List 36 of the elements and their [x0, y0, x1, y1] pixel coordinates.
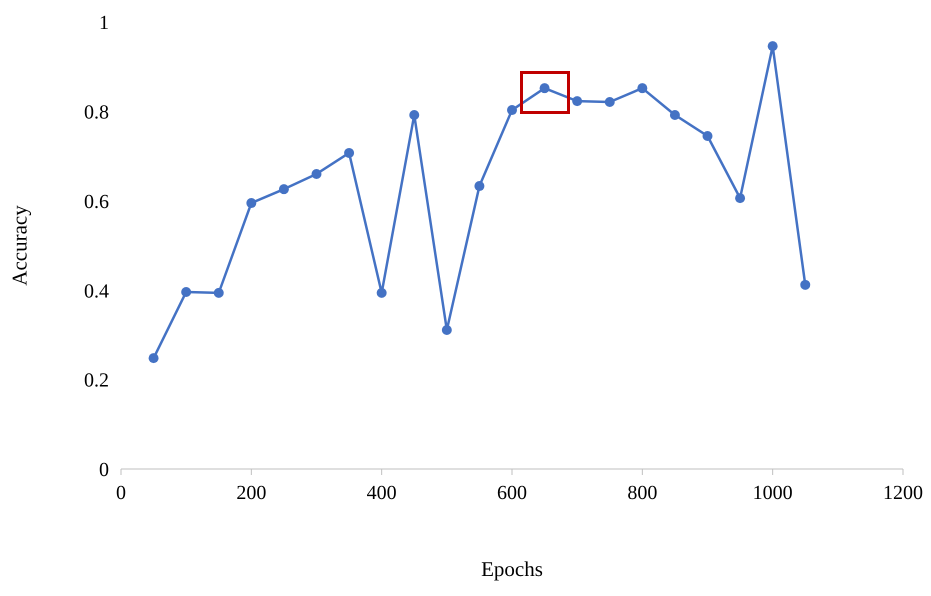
point: [344, 148, 354, 158]
y-tick-label: 0.8: [84, 102, 109, 124]
point: [507, 105, 517, 116]
point: [312, 168, 322, 179]
x-tick-label: 600: [497, 482, 527, 504]
point: [181, 286, 192, 297]
point: [735, 193, 746, 204]
point: [442, 324, 452, 335]
point: [604, 97, 615, 108]
point: [800, 280, 810, 290]
x-tick-label: 400: [366, 482, 397, 504]
y-tick-label: 0.6: [84, 190, 109, 213]
x-tick-label: 0: [116, 482, 126, 504]
x-axis-title: Epochs: [481, 557, 543, 581]
point: [637, 83, 648, 94]
point: [768, 41, 778, 52]
x-tick-label: 200: [236, 482, 266, 504]
point: [148, 353, 159, 364]
point: [409, 110, 420, 120]
y-tick-label: 0: [99, 459, 109, 482]
point: [670, 110, 680, 120]
x-tick-label: 1200: [883, 482, 923, 504]
point: [376, 288, 387, 298]
point: [278, 184, 289, 194]
y-tick-label: 0.4: [84, 280, 109, 302]
point: [702, 130, 712, 141]
point: [540, 83, 550, 94]
point: [474, 181, 484, 192]
y-tick-label: 1: [99, 12, 109, 34]
point: [246, 198, 256, 208]
y-tick-label: 0.2: [84, 370, 109, 392]
point: [214, 288, 224, 298]
x-tick-label: 1000: [752, 482, 793, 504]
point: [572, 96, 582, 106]
y-axis-title: Accuracy: [7, 204, 32, 286]
x-tick-label: 800: [627, 482, 658, 504]
